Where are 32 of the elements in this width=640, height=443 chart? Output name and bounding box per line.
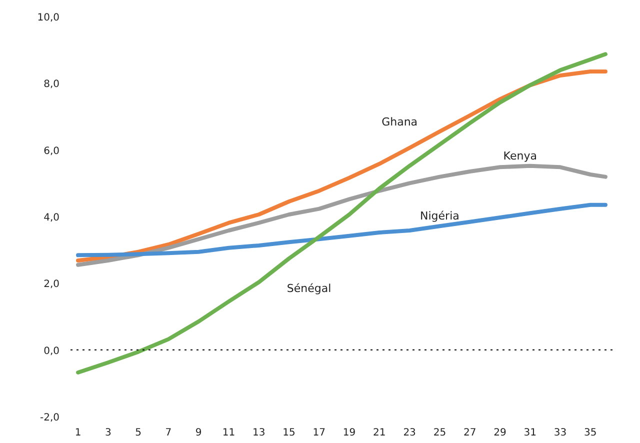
series-label: Nigéria <box>420 210 460 223</box>
x-tick-label: 35 <box>584 428 597 438</box>
x-tick-label: 7 <box>165 428 172 438</box>
x-tick-label: 15 <box>282 428 296 438</box>
series-label: Ghana <box>382 115 418 128</box>
x-tick-label: 3 <box>104 428 112 438</box>
line-series <box>76 164 608 267</box>
x-tick-label: 11 <box>222 428 236 438</box>
y-tick-label: 10,0 <box>37 12 60 24</box>
y-tick-label: 4,0 <box>44 212 60 224</box>
x-tick-label: 1 <box>74 428 82 438</box>
y-tick-label: 6,0 <box>44 146 60 157</box>
x-tick-label: 17 <box>312 428 326 438</box>
x-tick-label: 13 <box>252 428 266 438</box>
line-series <box>76 202 608 258</box>
x-tick-label: 25 <box>433 428 446 438</box>
series-label: Sénégal <box>286 282 332 295</box>
y-tick-label: 0,0 <box>44 346 60 357</box>
y-tick-label: 2,0 <box>44 279 60 290</box>
x-tick-label: 5 <box>135 428 142 438</box>
y-tick-label: -2,0 <box>40 412 60 424</box>
x-tick-label: 31 <box>524 428 536 438</box>
y-tick-label: 8,0 <box>44 79 60 90</box>
x-tick-label: 27 <box>463 428 476 438</box>
x-tick-label: 21 <box>373 428 386 438</box>
x-tick-label: 23 <box>403 428 416 438</box>
series-label: Kenya <box>503 149 537 162</box>
x-tick-label: 33 <box>554 428 567 438</box>
line-series <box>76 52 608 374</box>
x-tick-label: 9 <box>195 428 202 438</box>
x-tick-label: 29 <box>494 428 506 438</box>
x-tick-label: 19 <box>342 428 356 438</box>
